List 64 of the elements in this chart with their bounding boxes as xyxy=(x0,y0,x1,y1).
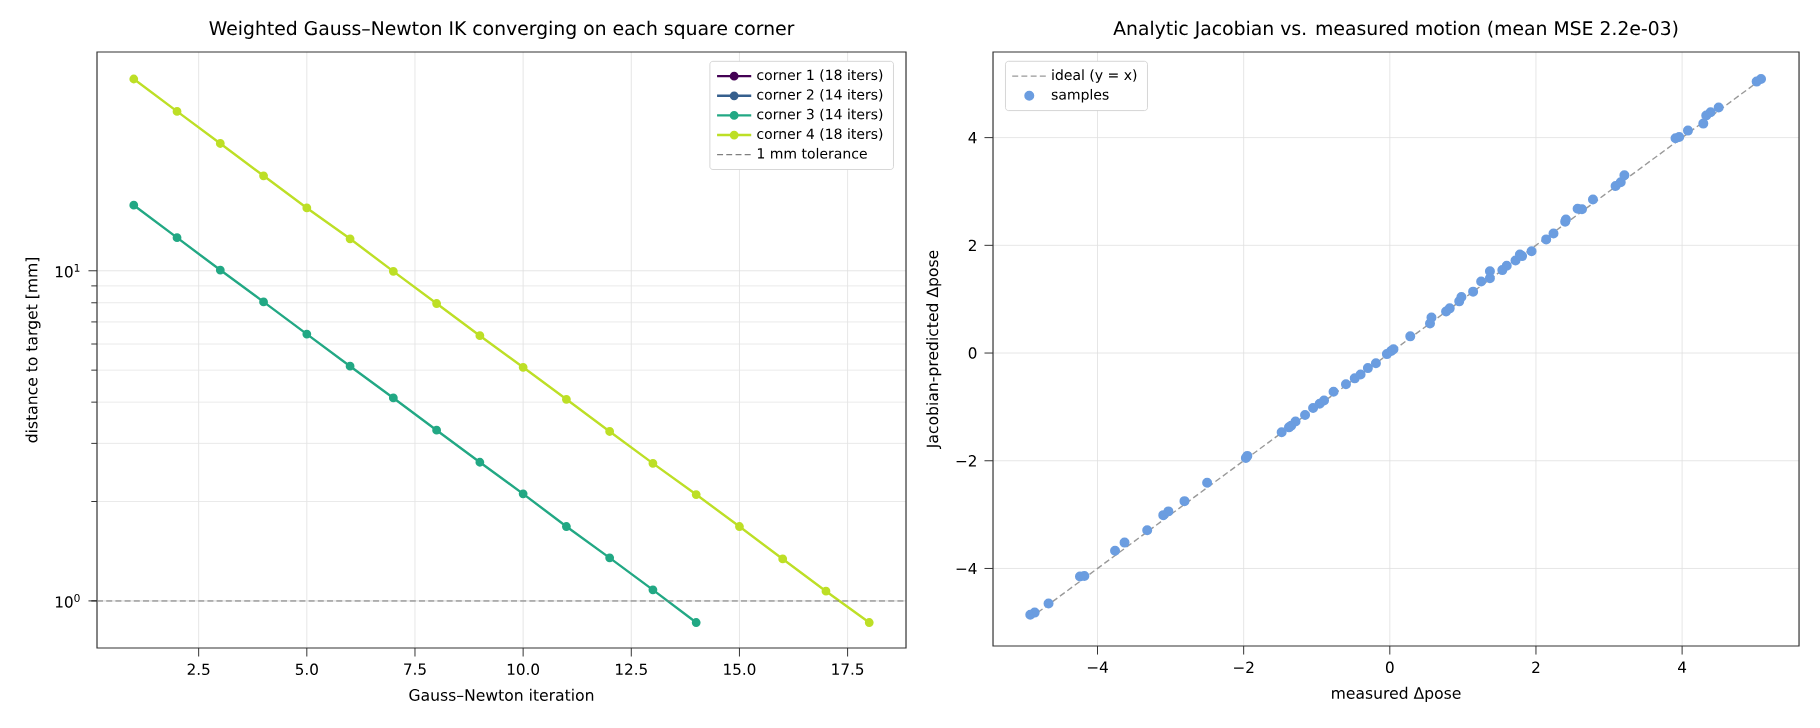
point xyxy=(778,554,788,564)
point xyxy=(691,490,701,499)
legend-label: corner 1 (18 iters) xyxy=(757,69,883,82)
x-tick-label: 5.0 xyxy=(295,663,318,676)
x-tick-label: 10.0 xyxy=(507,663,540,676)
chart-title: Weighted Gauss–Newton IK converging on each square corner xyxy=(209,20,795,39)
y-tick-label: 0 xyxy=(968,347,977,359)
y-tick-label: −4 xyxy=(956,562,977,574)
point xyxy=(172,233,182,243)
point xyxy=(302,203,312,213)
x-tick-label: 2.5 xyxy=(187,663,210,676)
point xyxy=(129,200,139,210)
legend-label: corner 4 (18 iters) xyxy=(757,128,883,141)
point xyxy=(735,522,744,531)
x-tick-label: −2 xyxy=(1234,661,1254,673)
legend-label: corner 3 (14 iters) xyxy=(757,108,883,122)
x-tick-label: 2 xyxy=(1532,661,1540,673)
legend-label: 1 mm tolerance xyxy=(757,147,867,159)
x-axis-title: measured Δpose xyxy=(1332,686,1461,702)
point xyxy=(562,394,571,404)
x-tick-label: 12.5 xyxy=(616,663,647,676)
point xyxy=(302,329,312,339)
x-tick-label: 15.0 xyxy=(724,663,756,676)
point xyxy=(215,139,225,148)
point xyxy=(562,522,571,531)
point xyxy=(518,362,528,372)
point xyxy=(605,427,615,436)
chart-title: Analytic Jacobian vs. measured motion (mean MSE 2.2e-03) xyxy=(1113,20,1678,39)
y-axis-title: Jacobian-predicted Δpose xyxy=(926,250,942,450)
point xyxy=(215,265,225,275)
legend-label: ideal (y = x) xyxy=(1052,69,1137,83)
x-tick-label: −4 xyxy=(1087,661,1108,673)
x-tick-label: 0 xyxy=(1385,661,1394,674)
x-tick-label: 7.5 xyxy=(404,663,426,675)
point xyxy=(432,299,442,308)
y-tick-label: 10$^{1}$ xyxy=(55,263,80,278)
point xyxy=(475,457,485,467)
point xyxy=(259,171,268,181)
x-tick-label: 4 xyxy=(1678,661,1687,673)
point xyxy=(259,297,268,307)
point xyxy=(345,361,355,371)
point xyxy=(864,618,874,627)
x-tick-label: 17.5 xyxy=(832,663,864,675)
point xyxy=(648,585,658,595)
point xyxy=(432,425,442,435)
point xyxy=(475,331,485,341)
x-axis-title: Gauss–Newton iteration xyxy=(409,688,594,701)
y-tick-label: −2 xyxy=(956,455,976,467)
point xyxy=(691,618,701,627)
legend-label: samples xyxy=(1051,88,1109,103)
y-axis-title: distance to target [mm] xyxy=(25,258,41,443)
point xyxy=(345,234,355,244)
point xyxy=(605,553,615,563)
point xyxy=(388,393,398,403)
point xyxy=(821,586,831,596)
legend-label: corner 2 (14 iters) xyxy=(757,88,883,102)
point xyxy=(129,74,139,84)
y-tick-label: 10$^{0}$ xyxy=(55,594,80,608)
point xyxy=(518,489,528,499)
point xyxy=(172,106,182,116)
y-tick-label: 2 xyxy=(968,239,976,251)
y-tick-label: 4 xyxy=(968,132,977,144)
point xyxy=(648,458,658,468)
point xyxy=(388,266,398,276)
